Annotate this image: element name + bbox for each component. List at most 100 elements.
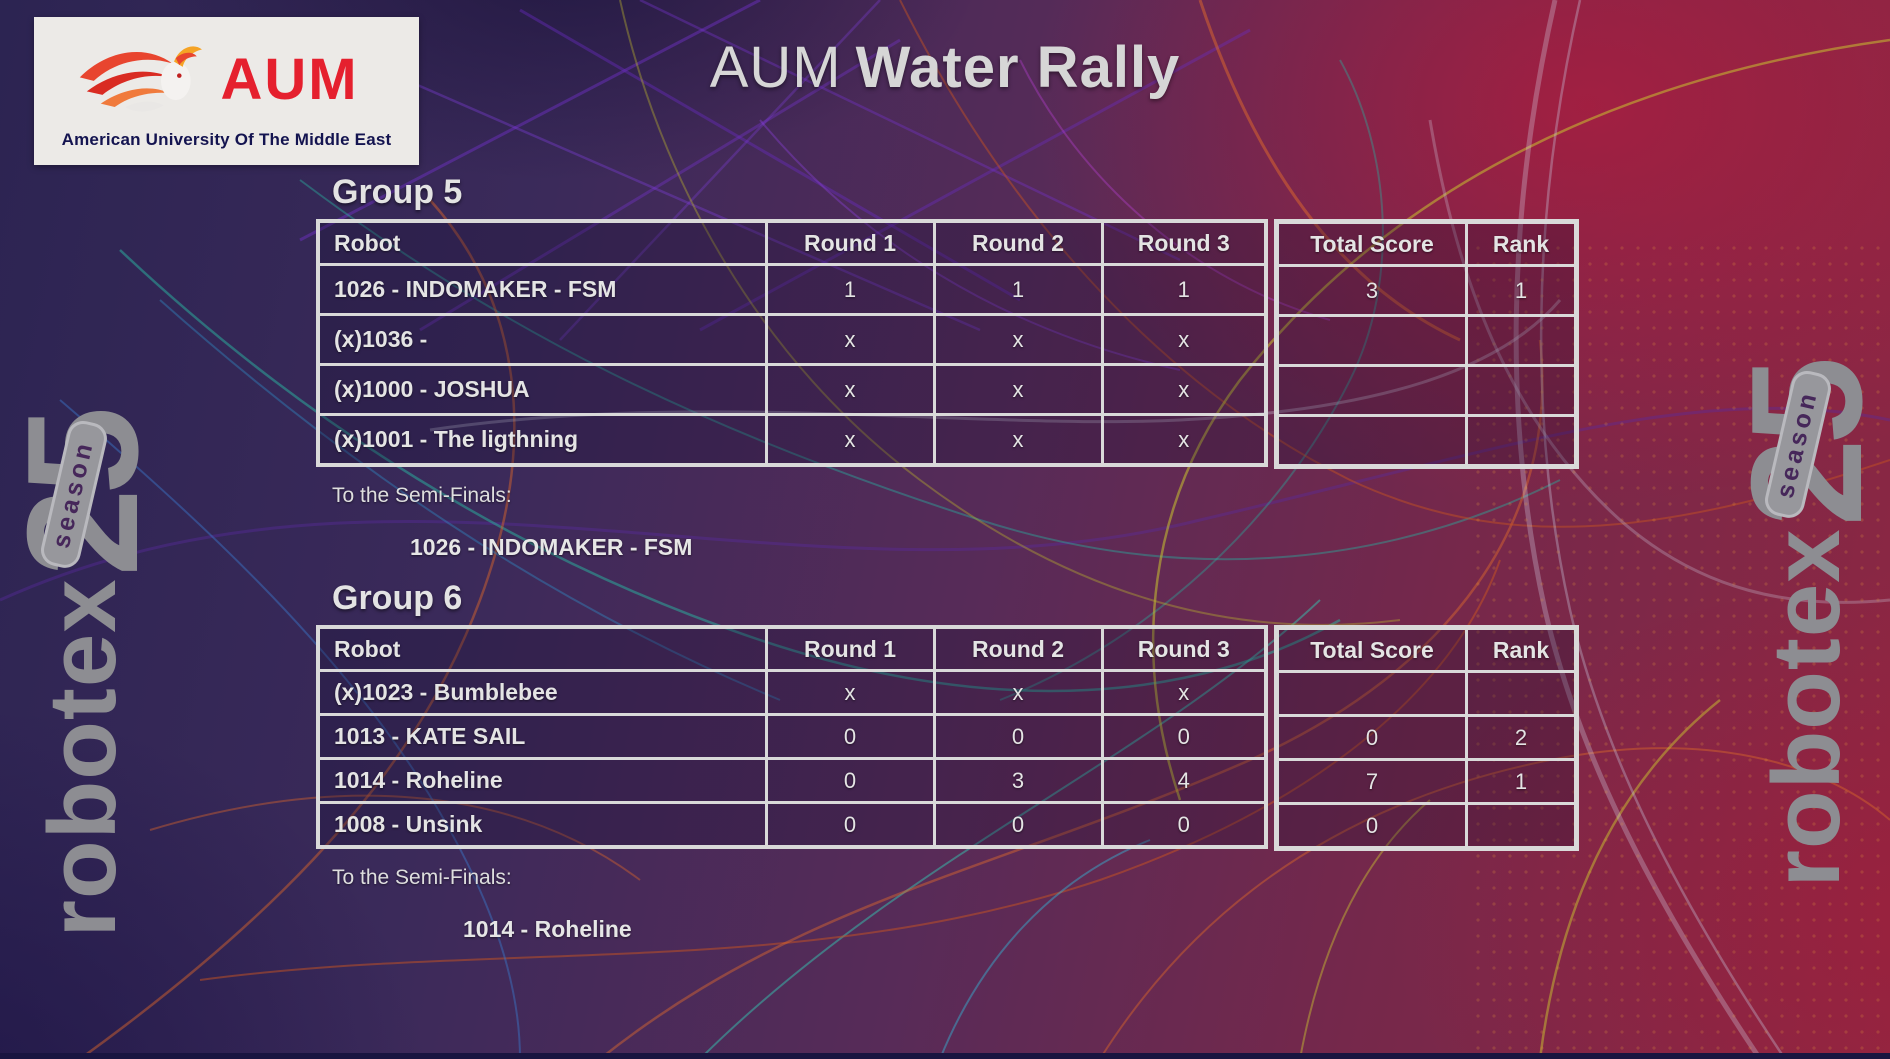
- group-6-score-table: Total Score Rank 0 2 7 1 0: [1274, 625, 1579, 851]
- col-header-robot: Robot: [316, 219, 768, 266]
- table-row: (x)1036 - x x x: [316, 313, 1268, 366]
- page-title: AUM Water Rally: [0, 34, 1890, 101]
- group-6-rounds-table: Robot Round 1 Round 2 Round 3 (x)1023 - …: [316, 625, 1268, 849]
- phoenix-logo-icon: [80, 46, 203, 112]
- aum-logo-row: AUM: [68, 32, 358, 128]
- round1-cell: 0: [764, 757, 936, 804]
- table-row: 1014 - Roheline 0 3 4: [316, 757, 1268, 804]
- total-score-cell: 3: [1275, 264, 1468, 317]
- table-row: 1008 - Unsink 0 0 0: [316, 801, 1268, 849]
- page-title-regular: AUM: [709, 35, 842, 100]
- robot-cell: (x)1023 - Bumblebee: [316, 669, 768, 716]
- group-5-score-table: Total Score Rank 3 1: [1274, 219, 1579, 469]
- robotex-watermark-text: robotex 25 season: [1719, 363, 1890, 888]
- total-score-cell: [1275, 670, 1468, 717]
- group-5-heading: Group 5: [332, 173, 463, 211]
- total-score-cell: [1275, 364, 1468, 417]
- group-5-section: Group 5 Robot Round 1 Round 2 Round 3 10…: [316, 173, 1579, 561]
- total-score-cell: [1275, 414, 1468, 468]
- table-row: [1275, 364, 1578, 417]
- rank-cell: [1465, 364, 1578, 417]
- col-header-total-score: Total Score: [1275, 220, 1468, 267]
- logo-tagline: American University Of The Middle East: [61, 130, 392, 149]
- table-row: 1013 - KATE SAIL 0 0 0: [316, 713, 1268, 760]
- header-row: Robot Round 1 Round 2 Round 3: [316, 625, 1268, 672]
- robot-cell: (x)1036 -: [316, 313, 768, 366]
- round3-cell: 1: [1100, 263, 1268, 316]
- semifinals-qualifier: 1026 - INDOMAKER - FSM: [410, 534, 693, 560]
- round3-cell: 0: [1100, 713, 1268, 760]
- table-row: 0: [1275, 802, 1578, 850]
- round2-cell: x: [932, 363, 1104, 416]
- logo-brand-text: AUM: [220, 47, 359, 112]
- robot-cell: 1013 - KATE SAIL: [316, 713, 768, 760]
- bottom-bar: [0, 1053, 1890, 1059]
- col-header-robot: Robot: [316, 625, 768, 672]
- col-header-rank: Rank: [1465, 626, 1578, 673]
- table-row: [1275, 670, 1578, 717]
- robot-cell: (x)1001 - The ligthning: [316, 413, 768, 467]
- col-header-round2: Round 2: [932, 625, 1104, 672]
- group-6-heading: Group 6: [332, 579, 463, 617]
- round3-cell: x: [1100, 413, 1268, 467]
- round2-cell: 0: [932, 801, 1104, 849]
- semifinals-label: To the Semi-Finals:: [332, 866, 512, 889]
- total-score-cell: 0: [1275, 802, 1468, 850]
- round3-cell: x: [1100, 363, 1268, 416]
- robotex-watermark-right: robotex 25 season: [1719, 235, 1890, 1015]
- round2-cell: x: [932, 313, 1104, 366]
- watermark-brand: robotex: [29, 578, 136, 938]
- round2-cell: x: [932, 413, 1104, 467]
- round1-cell: 0: [764, 713, 936, 760]
- watermark-brand: robotex: [1753, 528, 1860, 888]
- round1-cell: x: [764, 669, 936, 716]
- col-header-round1: Round 1: [764, 625, 936, 672]
- aum-logo: AUM American University Of The Middle Ea…: [34, 17, 419, 165]
- group-5-rounds-table: Robot Round 1 Round 2 Round 3 1026 - IND…: [316, 219, 1268, 467]
- round2-cell: x: [932, 669, 1104, 716]
- rank-cell: [1465, 314, 1578, 367]
- rank-cell: 1: [1465, 264, 1578, 317]
- group-5-tables: Robot Round 1 Round 2 Round 3 1026 - IND…: [316, 219, 1579, 469]
- table-row: 1026 - INDOMAKER - FSM 1 1 1: [316, 263, 1268, 316]
- round3-cell: 0: [1100, 801, 1268, 849]
- col-header-round3: Round 3: [1100, 219, 1268, 266]
- semifinals-label: To the Semi-Finals:: [332, 484, 512, 507]
- header-row: Robot Round 1 Round 2 Round 3: [316, 219, 1268, 266]
- round1-cell: 0: [764, 801, 936, 849]
- group-6-section: Group 6 Robot Round 1 Round 2 Round 3 (x…: [316, 579, 1579, 943]
- round2-cell: 1: [932, 263, 1104, 316]
- table-row: 0 2: [1275, 714, 1578, 761]
- robot-cell: 1026 - INDOMAKER - FSM: [316, 263, 768, 316]
- table-row: 3 1: [1275, 264, 1578, 317]
- robot-cell: 1008 - Unsink: [316, 801, 768, 849]
- table-row: [1275, 414, 1578, 468]
- table-row: (x)1000 - JOSHUA x x x: [316, 363, 1268, 416]
- total-score-cell: [1275, 314, 1468, 367]
- round1-cell: x: [764, 413, 936, 467]
- round3-cell: x: [1100, 313, 1268, 366]
- col-header-round3: Round 3: [1100, 625, 1268, 672]
- robot-cell: 1014 - Roheline: [316, 757, 768, 804]
- round3-cell: x: [1100, 669, 1268, 716]
- col-header-round2: Round 2: [932, 219, 1104, 266]
- col-header-total-score: Total Score: [1275, 626, 1468, 673]
- robot-cell: (x)1000 - JOSHUA: [316, 363, 768, 416]
- table-row: 7 1: [1275, 758, 1578, 805]
- header-row: Total Score Rank: [1275, 626, 1578, 673]
- total-score-cell: 7: [1275, 758, 1468, 805]
- page-title-bold: Water Rally: [855, 35, 1181, 100]
- round2-cell: 3: [932, 757, 1104, 804]
- group-6-tables: Robot Round 1 Round 2 Round 3 (x)1023 - …: [316, 625, 1579, 851]
- table-row: (x)1001 - The ligthning x x x: [316, 413, 1268, 467]
- total-score-cell: 0: [1275, 714, 1468, 761]
- col-header-round1: Round 1: [764, 219, 936, 266]
- round1-cell: x: [764, 363, 936, 416]
- round2-cell: 0: [932, 713, 1104, 760]
- robotex-watermark-text: robotex 25 season: [0, 413, 171, 938]
- table-row: (x)1023 - Bumblebee x x x: [316, 669, 1268, 716]
- round3-cell: 4: [1100, 757, 1268, 804]
- col-header-rank: Rank: [1465, 220, 1578, 267]
- rank-cell: [1465, 670, 1578, 717]
